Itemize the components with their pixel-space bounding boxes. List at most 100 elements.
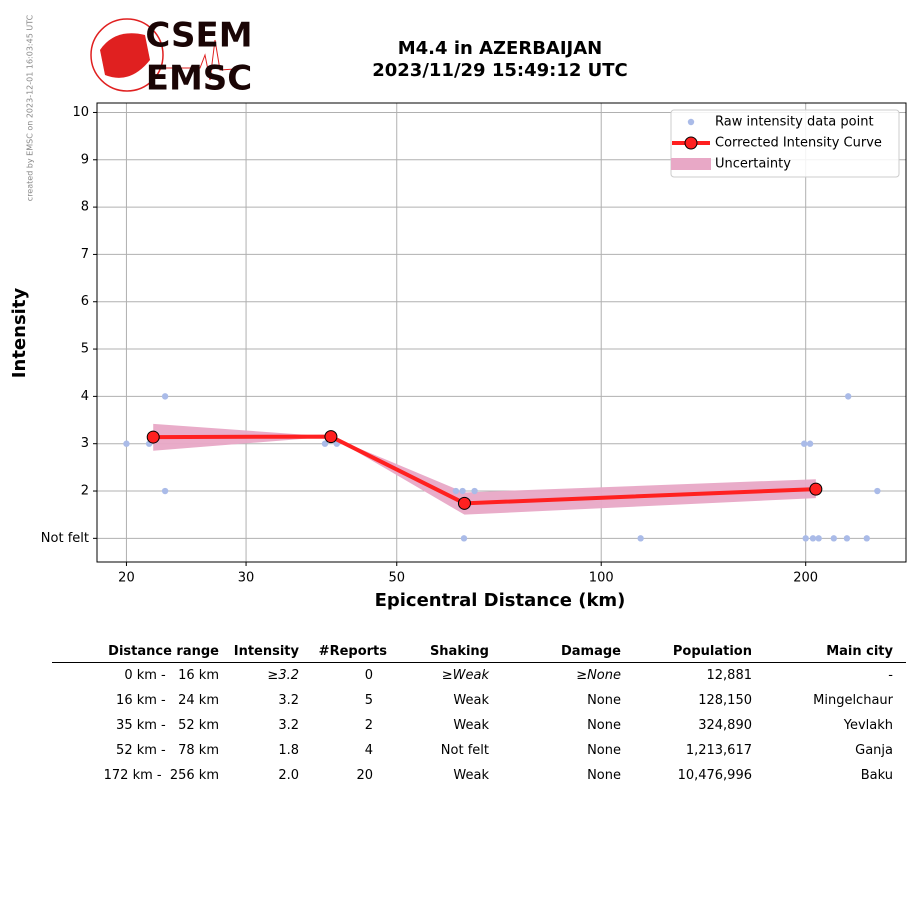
data-point xyxy=(321,440,329,447)
column-header: Population xyxy=(634,640,765,663)
table-cell: None xyxy=(587,693,621,708)
x-axis-label: Epicentral Distance (km) xyxy=(375,590,626,611)
y-tick-label: 10 xyxy=(72,105,89,120)
y-tick-label: 3 xyxy=(81,436,89,451)
table-cell: Weak xyxy=(453,693,489,708)
y-tick-label: Not felt xyxy=(41,531,89,546)
table-row: 52 km - 78 km 1.8 4 Not felt None 1,213,617 Ga… xyxy=(52,738,906,763)
table-cell: 324,890 xyxy=(698,718,752,733)
column-header: Distance range xyxy=(52,640,232,663)
table-cell: 0 xyxy=(364,668,373,683)
legend-marker xyxy=(684,136,698,150)
data-point xyxy=(874,487,881,495)
curve-line xyxy=(153,434,816,506)
data-point xyxy=(830,535,838,542)
y-tick-label: 4 xyxy=(81,389,89,404)
column-header: Damage xyxy=(502,640,634,663)
x-tick-label: 200 xyxy=(793,571,818,586)
x-tick-label: 20 xyxy=(118,571,135,586)
table-cell: 172 km - 256 km xyxy=(103,768,219,783)
table-cell: ≥Weak xyxy=(441,668,489,683)
credit: created by EMSC on 2023-12-01 16:03:45 U… xyxy=(26,14,35,201)
y-tick-label: 9 xyxy=(81,152,89,167)
chart-subtitle: 2023/11/29 15:49:12 UTC xyxy=(372,60,628,81)
table-cell: 10,476,996 xyxy=(677,768,752,783)
table-cell: 1,213,617 xyxy=(685,743,752,758)
x-tick-label: 50 xyxy=(388,571,405,586)
column-header: Intensity xyxy=(232,640,312,663)
y-axis-label: Intensity xyxy=(9,288,30,379)
legend-marker xyxy=(671,158,711,170)
table-cell: Not felt xyxy=(440,743,489,758)
table-cell: 5 xyxy=(364,693,373,708)
column-header: #Reports xyxy=(312,640,400,663)
table-cell: 20 xyxy=(356,768,373,783)
curve-point xyxy=(809,482,823,496)
data-point xyxy=(471,487,478,495)
table-cell: None xyxy=(587,768,621,783)
x-tick-label: 100 xyxy=(589,571,614,586)
data-point xyxy=(801,440,808,447)
logo-text: CSEM xyxy=(145,16,252,56)
table-cell: 128,150 xyxy=(698,693,752,708)
x-tick-label: 30 xyxy=(238,571,255,586)
y-tick-label: 5 xyxy=(81,342,89,357)
legend-marker xyxy=(687,118,695,126)
data-point xyxy=(460,535,468,542)
table-cell: ≥3.2 xyxy=(267,668,299,683)
data-point xyxy=(452,487,460,495)
table-cell: Weak xyxy=(453,718,489,733)
table-cell: 35 km - 52 km xyxy=(116,718,219,733)
table-cell: 3.2 xyxy=(278,693,299,708)
y-tick-label: 2 xyxy=(81,484,89,499)
logo-wave xyxy=(150,39,251,81)
table-cell: 2.0 xyxy=(278,768,299,783)
table-cell: 12,881 xyxy=(706,668,753,683)
chart: created by EMSC on 2023-12-01 16:03:45 U… xyxy=(9,14,907,611)
table-cell: - xyxy=(888,668,893,683)
column-header: Shaking xyxy=(400,640,502,663)
plot-frame xyxy=(96,102,907,563)
legend-box xyxy=(670,109,900,178)
table-row: 16 km - 24 km 3.2 5 Weak None 128,150 Mingelch… xyxy=(52,688,906,713)
curve-point xyxy=(146,430,160,444)
data-point xyxy=(161,393,169,400)
table-cell: Mingelchaur xyxy=(813,693,893,708)
data-point xyxy=(809,535,817,542)
table-cell: None xyxy=(587,743,621,758)
grid xyxy=(97,103,906,562)
table-row: 172 km - 256 km 2.0 20 Weak None 10,476,996 Ba… xyxy=(52,763,906,788)
logo-circle xyxy=(90,18,164,92)
y-tick-label: 7 xyxy=(81,247,89,262)
table-cell: None xyxy=(587,718,621,733)
logo: CSEM EMSC xyxy=(90,16,253,99)
y-tick-label: 6 xyxy=(81,294,89,309)
uncertainty-band xyxy=(153,423,816,515)
logo-map xyxy=(100,33,150,78)
table-cell: 16 km - 24 km xyxy=(116,693,219,708)
table-row: 35 km - 52 km 3.2 2 Weak None 324,890 Yevlakh xyxy=(52,713,906,738)
curve-point xyxy=(324,430,338,444)
report-table: Distance range Intensity #Reports Shaking Da… xyxy=(52,640,906,788)
legend-label: Uncertainty xyxy=(715,157,791,172)
table-cell: 2 xyxy=(364,718,373,733)
data-point xyxy=(843,535,851,542)
data-point xyxy=(863,535,870,542)
table-cell: ≥None xyxy=(576,668,621,683)
y-tick-label: 8 xyxy=(81,200,89,215)
table-cell: 4 xyxy=(364,743,373,758)
logo-text: EMSC xyxy=(146,59,253,99)
legend-label: Raw intensity data point xyxy=(715,115,874,130)
table-cell: 52 km - 78 km xyxy=(116,743,219,758)
curve-point xyxy=(457,496,471,510)
table-cell: 1.8 xyxy=(278,743,299,758)
data-point xyxy=(459,487,466,495)
data-point xyxy=(845,393,852,400)
chart-title: M4.4 in AZERBAIJAN xyxy=(398,38,603,59)
table-cell: Ganja xyxy=(855,743,893,758)
table-cell: Weak xyxy=(453,768,489,783)
data-point xyxy=(123,440,130,447)
data-point xyxy=(815,535,822,542)
table-cell: Yevlakh xyxy=(843,718,893,733)
column-header: Main city xyxy=(765,640,906,663)
